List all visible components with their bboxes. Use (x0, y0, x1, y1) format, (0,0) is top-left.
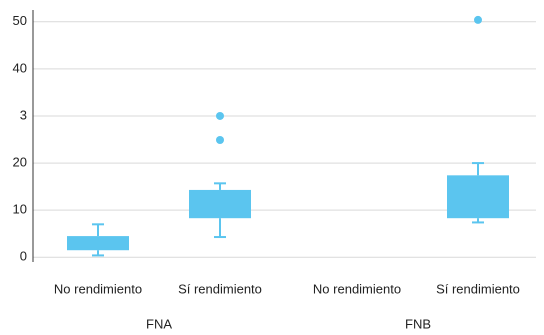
y-tick-label: 40 (13, 60, 27, 75)
box (447, 175, 509, 219)
y-tick-label: 3 (20, 107, 27, 122)
x-tick-label: Sí rendimiento (178, 281, 262, 296)
x-tick-label: No rendimiento (54, 281, 142, 296)
x-tick-label: Sí rendimiento (436, 281, 520, 296)
outlier (216, 111, 224, 120)
box (67, 236, 129, 251)
y-tick-label: 20 (13, 155, 27, 170)
outlier (474, 15, 482, 24)
y-tick-label: 50 (13, 13, 27, 28)
y-tick-label: 10 (13, 202, 27, 217)
outlier (216, 136, 224, 145)
y-tick-label: 0 (20, 249, 27, 264)
group-label: FNB (405, 316, 431, 331)
x-tick-label: No rendimiento (313, 281, 401, 296)
box (189, 189, 251, 219)
group-label: FNA (146, 316, 172, 331)
